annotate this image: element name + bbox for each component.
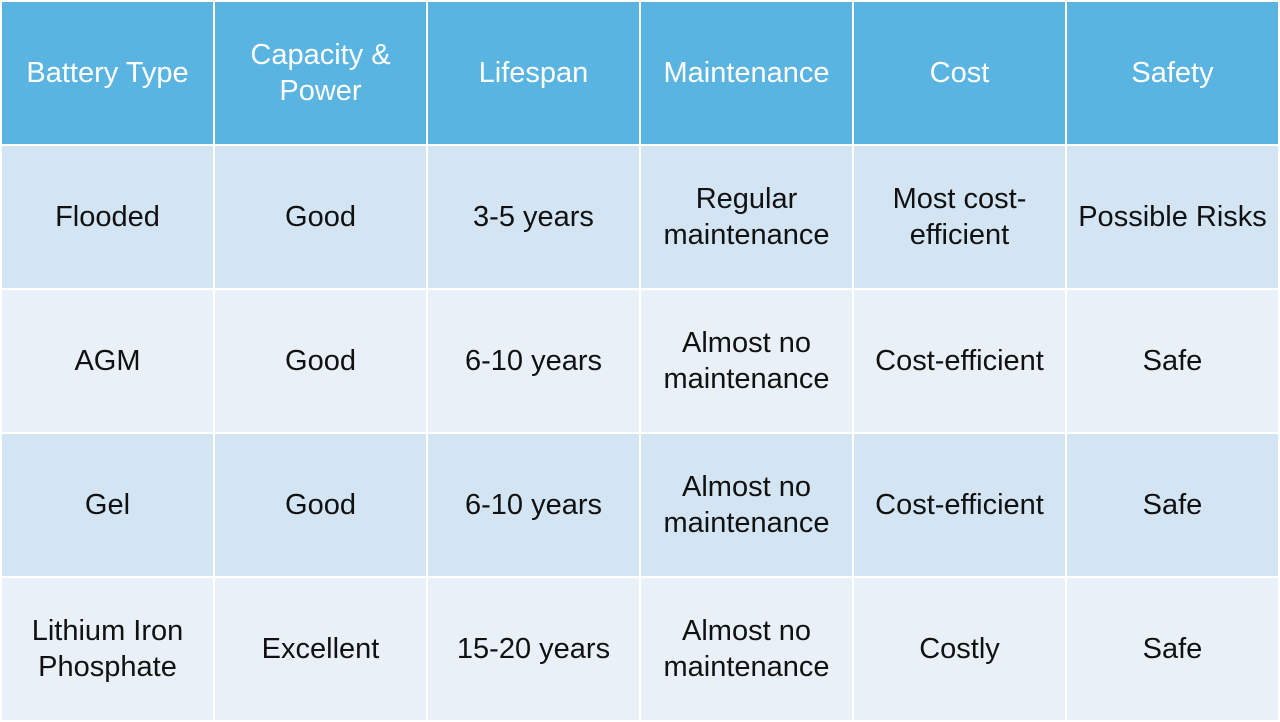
header-safety: Safety [1065, 0, 1280, 146]
cell-safety: Safe [1065, 432, 1280, 578]
header-lifespan: Lifespan [426, 0, 641, 146]
cell-cost: Costly [852, 576, 1067, 722]
cell-cost: Cost-efficient [852, 288, 1067, 434]
cell-maintenance: Almost no maintenance [639, 576, 854, 722]
header-row: Battery Type Capacity & Power Lifespan M… [0, 0, 1280, 146]
cell-cost: Cost-efficient [852, 432, 1067, 578]
cell-maintenance: Regular maintenance [639, 144, 854, 290]
cell-battery-type: Lithium Iron Phosphate [0, 576, 215, 722]
header-maintenance: Maintenance [639, 0, 854, 146]
header-capacity-power: Capacity & Power [213, 0, 428, 146]
cell-cost: Most cost-efficient [852, 144, 1067, 290]
cell-lifespan: 15-20 years [426, 576, 641, 722]
cell-lifespan: 3-5 years [426, 144, 641, 290]
cell-safety: Safe [1065, 576, 1280, 722]
table-row: Flooded Good 3-5 years Regular maintenan… [0, 144, 1280, 290]
table-row: AGM Good 6-10 years Almost no maintenanc… [0, 288, 1280, 434]
cell-capacity: Good [213, 288, 428, 434]
cell-capacity: Good [213, 432, 428, 578]
cell-capacity: Excellent [213, 576, 428, 722]
cell-battery-type: Flooded [0, 144, 215, 290]
cell-maintenance: Almost no maintenance [639, 432, 854, 578]
table-row: Lithium Iron Phosphate Excellent 15-20 y… [0, 576, 1280, 722]
cell-maintenance: Almost no maintenance [639, 288, 854, 434]
header-battery-type: Battery Type [0, 0, 215, 146]
header-capacity-power-label: Capacity & Power [250, 38, 391, 107]
cell-lifespan: 6-10 years [426, 288, 641, 434]
cell-capacity: Good [213, 144, 428, 290]
table-row: Gel Good 6-10 years Almost no maintenanc… [0, 432, 1280, 578]
cell-battery-type: AGM [0, 288, 215, 434]
cell-lifespan: 6-10 years [426, 432, 641, 578]
cell-safety: Possible Risks [1065, 144, 1280, 290]
cell-safety: Safe [1065, 288, 1280, 434]
cell-battery-type: Gel [0, 432, 215, 578]
header-cost: Cost [852, 0, 1067, 146]
